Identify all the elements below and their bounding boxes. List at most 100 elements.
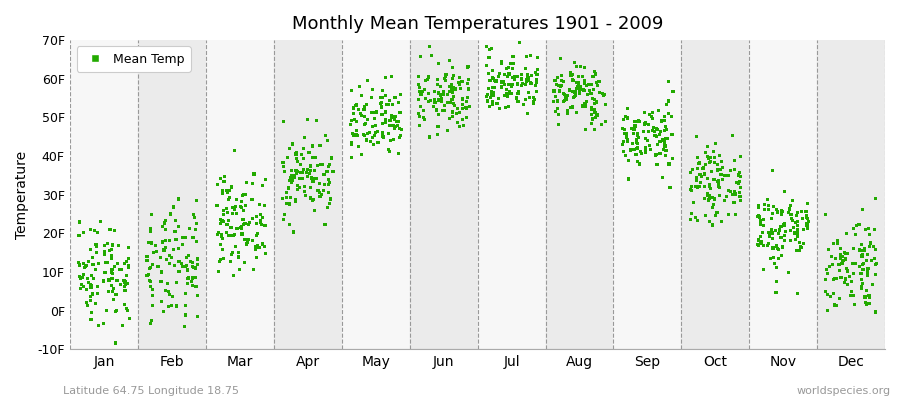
Point (143, 228, 157, 235)
Point (867, 226, 881, 233)
Point (393, 133, 408, 139)
Point (760, 196, 775, 202)
Point (235, 198, 249, 204)
Point (649, 126, 663, 132)
Point (289, 151, 303, 157)
Point (703, 160, 717, 166)
Point (105, 288, 120, 295)
Point (720, 193, 734, 199)
Point (459, 104, 473, 110)
Point (81, 259, 95, 265)
Point (374, 111, 389, 118)
Point (521, 75, 535, 82)
Point (700, 143, 715, 150)
Point (626, 130, 641, 136)
Point (694, 173, 708, 180)
Point (626, 140, 640, 146)
Point (349, 128, 364, 134)
Point (118, 282, 132, 288)
Point (320, 168, 334, 175)
Point (844, 288, 859, 295)
Point (725, 191, 740, 198)
Point (321, 164, 336, 170)
Point (505, 60, 519, 66)
Point (862, 294, 877, 301)
Bar (681, 40, 749, 350)
Point (693, 160, 707, 166)
Point (565, 104, 580, 111)
Point (300, 116, 314, 122)
Point (107, 227, 122, 234)
Point (630, 132, 644, 138)
Point (584, 82, 598, 88)
Point (657, 127, 671, 134)
Point (412, 122, 427, 128)
Point (766, 230, 780, 237)
Point (818, 288, 832, 295)
Point (630, 130, 644, 137)
Point (375, 120, 390, 126)
Point (429, 107, 444, 113)
Point (288, 196, 302, 203)
Point (412, 113, 427, 119)
Point (788, 236, 803, 243)
Point (704, 159, 718, 165)
Point (645, 128, 660, 134)
Point (727, 158, 742, 164)
Point (118, 287, 132, 294)
Point (833, 252, 848, 258)
Point (164, 211, 178, 217)
Point (629, 145, 643, 152)
Point (690, 165, 705, 172)
Point (592, 79, 607, 85)
Point (188, 265, 202, 271)
Point (553, 88, 567, 94)
Point (515, 76, 529, 82)
Point (364, 110, 378, 116)
Point (231, 254, 246, 260)
Point (213, 220, 228, 226)
Point (794, 244, 808, 250)
Point (822, 263, 836, 270)
Point (382, 148, 396, 154)
Point (548, 108, 562, 115)
Point (820, 292, 834, 298)
Point (435, 96, 449, 103)
Point (500, 94, 515, 100)
Point (512, 40, 526, 46)
Point (432, 60, 446, 66)
Point (866, 243, 880, 250)
Point (418, 95, 433, 102)
Point (432, 97, 446, 103)
Point (382, 149, 397, 155)
Point (90, 283, 104, 289)
Point (181, 275, 195, 281)
Point (868, 260, 883, 266)
Point (293, 162, 308, 168)
Point (121, 280, 135, 287)
Point (298, 183, 312, 190)
Point (445, 85, 459, 92)
Point (461, 64, 475, 70)
Point (446, 84, 461, 90)
Point (480, 62, 494, 69)
Point (254, 222, 268, 228)
Point (764, 216, 778, 222)
Point (147, 249, 161, 256)
Point (384, 114, 399, 121)
Point (238, 221, 252, 227)
Point (145, 286, 159, 293)
Point (501, 82, 516, 88)
Point (552, 121, 566, 128)
Point (239, 180, 254, 186)
Point (439, 71, 454, 77)
Point (702, 183, 716, 190)
Point (845, 260, 859, 267)
Point (89, 244, 104, 250)
Point (434, 83, 448, 90)
Point (640, 138, 654, 144)
Bar (274, 40, 342, 350)
Point (568, 94, 582, 100)
Point (572, 87, 587, 93)
Point (420, 76, 435, 82)
